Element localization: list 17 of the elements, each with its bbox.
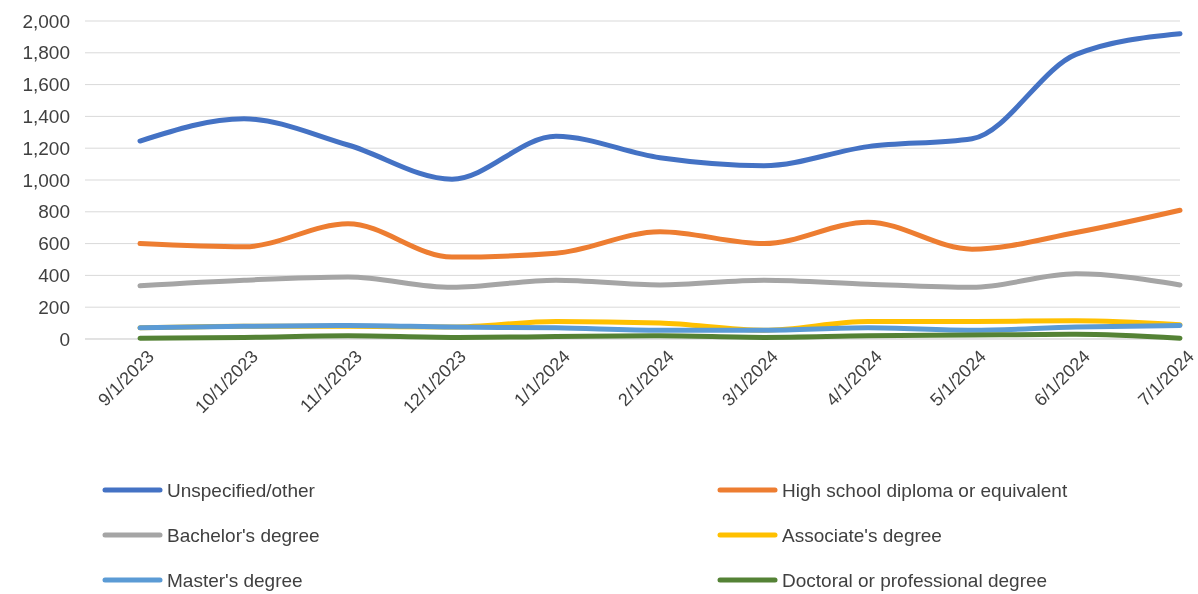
y-tick-label: 600: [38, 233, 70, 255]
y-tick-label: 1,000: [22, 169, 70, 191]
y-tick-label: 400: [38, 264, 70, 286]
legend-label: Master's degree: [167, 569, 303, 591]
legend-label: Bachelor's degree: [167, 524, 320, 546]
y-tick-label: 1,800: [22, 42, 70, 64]
y-tick-label: 2,000: [22, 10, 70, 32]
y-tick-label: 1,400: [22, 105, 70, 127]
legend-label: Associate's degree: [782, 524, 942, 546]
y-tick-label: 200: [38, 296, 70, 318]
y-tick-label: 800: [38, 201, 70, 223]
y-tick-label: 1,200: [22, 137, 70, 159]
y-tick-label: 1,600: [22, 74, 70, 96]
y-tick-label: 0: [59, 328, 70, 350]
legend-label: Unspecified/other: [167, 479, 316, 501]
legend-label: High school diploma or equivalent: [782, 479, 1068, 501]
legend-label: Doctoral or professional degree: [782, 569, 1048, 591]
